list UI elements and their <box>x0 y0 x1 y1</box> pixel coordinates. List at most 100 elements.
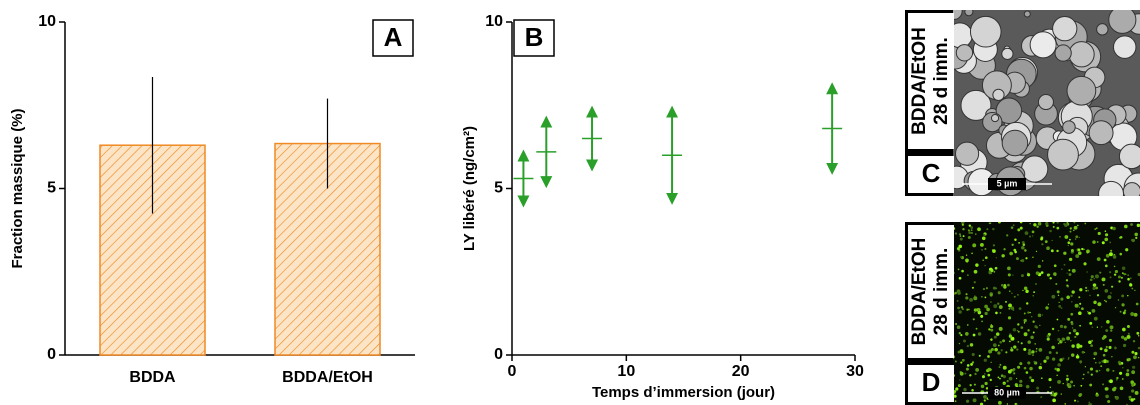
image-label: BDDA/EtOH <box>909 27 930 135</box>
fluo-dot <box>1007 266 1011 271</box>
fluo-dot <box>1105 394 1109 399</box>
fluo-dot <box>990 361 992 364</box>
fluo-dot <box>969 343 974 347</box>
fluo-dot <box>1056 367 1060 372</box>
fluo-dot <box>1074 335 1077 339</box>
fluo-dot <box>962 235 965 238</box>
fluo-dot <box>1027 329 1030 332</box>
fluo-dot <box>1092 240 1096 244</box>
fluo-dot <box>1023 322 1026 324</box>
fluo-dot <box>1070 294 1073 298</box>
fluo-dot <box>1069 238 1071 241</box>
fluo-dot <box>992 286 996 290</box>
fluo-dot <box>1009 290 1011 292</box>
fluo-dot <box>1105 329 1109 332</box>
fluo-dot <box>982 288 986 291</box>
fluo-dot <box>1086 251 1089 254</box>
fluo-dot <box>1097 302 1102 307</box>
fluo-dot <box>998 305 1003 309</box>
fluo-dot <box>1031 354 1035 357</box>
fluo-dot <box>977 227 981 232</box>
fluo-dot <box>1007 316 1012 320</box>
fluo-dot <box>971 252 973 255</box>
fluo-dot <box>1025 371 1029 374</box>
fluo-dot <box>1033 360 1036 363</box>
fluo-dot <box>1056 290 1060 294</box>
fluo-dot <box>1051 357 1056 361</box>
fluo-dot <box>1091 308 1096 313</box>
fluo-dot <box>1066 295 1070 300</box>
fluo-dot <box>960 306 964 309</box>
fluo-dot <box>965 254 968 256</box>
fluo-dot <box>1019 362 1023 366</box>
fluo-dot <box>1089 383 1093 387</box>
fluo-dot <box>1063 325 1067 329</box>
fluo-dot <box>953 390 957 393</box>
fluo-dot <box>968 231 972 235</box>
particle <box>1088 120 1114 146</box>
fluo-dot <box>992 249 996 253</box>
fluo-dot <box>1078 251 1082 255</box>
fluo-dot <box>1123 224 1128 229</box>
fluo-dot <box>1114 307 1117 309</box>
fluo-dot <box>1017 323 1020 326</box>
particle <box>960 89 992 121</box>
fluo-dot <box>1064 403 1066 405</box>
fluo-dot <box>1088 340 1092 345</box>
fluo-dot <box>1080 384 1083 387</box>
fluo-dot <box>954 232 958 235</box>
fluo-dot <box>969 384 972 387</box>
y-tick-label: 5 <box>494 180 503 197</box>
panel-letter: C <box>922 158 941 188</box>
fluo-dot <box>1099 271 1102 274</box>
fluo-dot <box>1020 326 1024 329</box>
fluo-dot <box>965 399 970 403</box>
fluo-dot <box>1012 367 1016 371</box>
fluo-dot <box>1069 227 1072 230</box>
fluo-dot <box>1041 243 1044 246</box>
fluo-dot <box>1101 360 1104 363</box>
fluo-dot <box>1017 330 1020 333</box>
fluo-dot <box>967 235 971 239</box>
fluo-dot <box>959 379 961 381</box>
fluo-dot <box>1007 273 1011 277</box>
fluo-dot <box>962 339 966 343</box>
fluo-dot <box>1106 320 1110 324</box>
fluo-dot <box>1119 310 1122 313</box>
fluo-dot <box>1068 269 1071 272</box>
fluo-dot <box>1132 365 1136 369</box>
fluo-dot <box>1137 346 1140 350</box>
fluo-dot <box>997 351 1001 355</box>
fluo-dot <box>1058 301 1060 304</box>
fluo-dot <box>956 299 959 302</box>
fluo-dot <box>1074 399 1077 402</box>
fluo-dot <box>1121 378 1124 380</box>
fluo-dot <box>1033 291 1036 293</box>
fluo-dot <box>957 291 961 295</box>
fluo-dot <box>1075 254 1080 258</box>
fluo-dot <box>962 228 965 231</box>
fluo-dot <box>1116 376 1119 380</box>
fluo-dot <box>1067 317 1071 321</box>
fluo-dot <box>1061 340 1063 342</box>
image-label: BDDA/EtOH <box>909 238 930 346</box>
fluo-dot <box>981 375 985 379</box>
fluo-dot <box>954 360 957 363</box>
fluo-dot <box>1023 312 1026 315</box>
fluo-dot <box>1071 268 1076 273</box>
fluo-dot <box>1113 386 1117 390</box>
fluo-dot <box>1029 366 1033 371</box>
fluo-dot <box>961 358 965 362</box>
fluo-dot <box>1078 296 1081 299</box>
fluo-dot <box>1059 235 1061 238</box>
fluo-dot <box>1021 245 1025 250</box>
x-tick-label: BDDA <box>129 369 176 386</box>
fluo-dot <box>1062 383 1064 385</box>
fluo-dot <box>1053 264 1057 268</box>
fluo-dot <box>960 361 963 364</box>
fluo-dot <box>1010 368 1013 372</box>
fluo-dot <box>1127 332 1130 335</box>
fluo-dot <box>1009 251 1013 256</box>
fluo-dot <box>987 355 990 358</box>
